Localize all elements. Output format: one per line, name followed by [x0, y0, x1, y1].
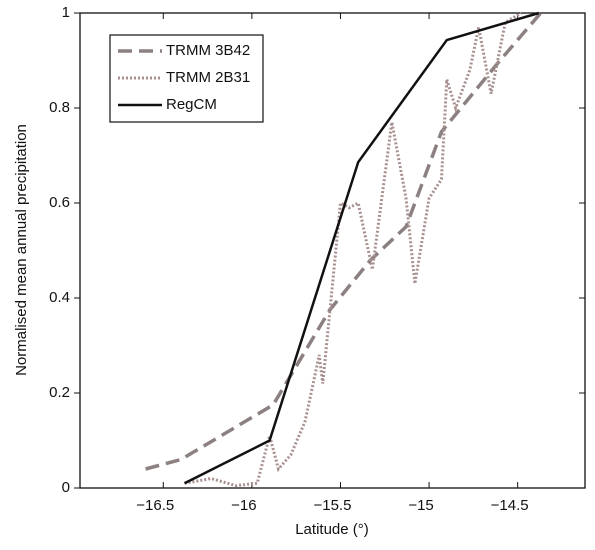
- x-tick-label: −15.5: [313, 497, 351, 514]
- y-axis-label: Normalised mean annual precipitation: [13, 124, 30, 376]
- y-tick-label: 1: [62, 4, 70, 21]
- x-tick-label: −16.5: [136, 497, 174, 514]
- plot-frame: [79, 12, 586, 489]
- x-tick-label: −14.5: [491, 497, 529, 514]
- legend-label: RegCM: [166, 96, 217, 113]
- x-axis-label: Latitude (°): [295, 521, 369, 538]
- y-tick-label: 0.4: [49, 289, 70, 306]
- legend-label: TRMM 3B42: [166, 42, 250, 59]
- legend-label: TRMM 2B31: [166, 69, 250, 86]
- x-tick-label: −15: [408, 497, 433, 514]
- y-tick-label: 0.2: [49, 384, 70, 401]
- y-tick-label: 0.6: [49, 194, 70, 211]
- x-tick-label: −16: [231, 497, 256, 514]
- y-tick-label: 0: [62, 479, 70, 496]
- line-series: [184, 11, 522, 488]
- line-series: [183, 11, 540, 485]
- y-tick-label: 0.8: [49, 99, 70, 116]
